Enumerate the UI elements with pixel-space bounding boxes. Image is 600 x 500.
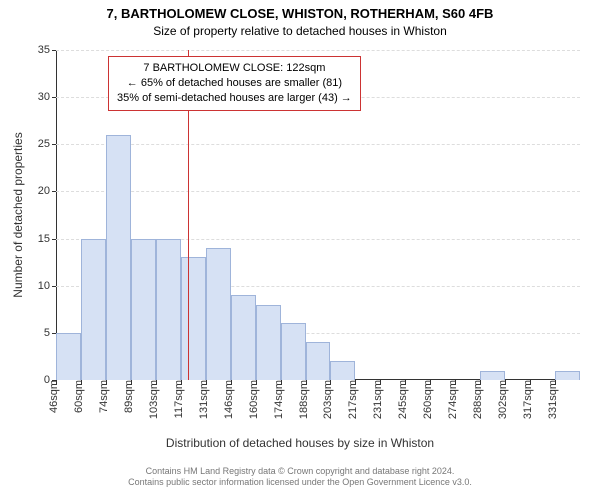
- histogram-bar: [106, 135, 131, 380]
- annotation-line: ← 65% of detached houses are smaller (81…: [117, 76, 352, 91]
- x-tick-label: 188sqm: [298, 380, 310, 419]
- chart-subtitle: Size of property relative to detached ho…: [0, 24, 600, 38]
- credit-line-1: Contains HM Land Registry data © Crown c…: [0, 466, 600, 477]
- x-tick-label: 60sqm: [73, 380, 85, 413]
- y-gridline: [56, 191, 580, 192]
- x-tick-label: 131sqm: [198, 380, 210, 419]
- annotation-box: 7 BARTHOLOMEW CLOSE: 122sqm← 65% of deta…: [108, 56, 361, 111]
- histogram-bar: [306, 342, 331, 380]
- y-axis-line: [56, 50, 57, 380]
- y-tick-label: 15: [38, 233, 56, 245]
- x-axis-label: Distribution of detached houses by size …: [0, 436, 600, 450]
- x-tick-label: 103sqm: [148, 380, 160, 419]
- x-tick-label: 160sqm: [248, 380, 260, 419]
- y-gridline: [56, 50, 580, 51]
- x-tick-label: 203sqm: [322, 380, 334, 419]
- y-tick-label: 10: [38, 280, 56, 292]
- x-tick-label: 288sqm: [472, 380, 484, 419]
- credit-line-2: Contains public sector information licen…: [0, 477, 600, 488]
- x-tick-label: 317sqm: [522, 380, 534, 419]
- histogram-bar: [156, 239, 181, 380]
- chart-container: 7, BARTHOLOMEW CLOSE, WHISTON, ROTHERHAM…: [0, 0, 600, 500]
- y-tick-label: 5: [44, 327, 56, 339]
- histogram-bar: [231, 295, 256, 380]
- x-tick-label: 89sqm: [123, 380, 135, 413]
- y-tick-label: 30: [38, 91, 56, 103]
- y-gridline: [56, 144, 580, 145]
- chart-title: 7, BARTHOLOMEW CLOSE, WHISTON, ROTHERHAM…: [0, 6, 600, 21]
- x-tick-label: 245sqm: [397, 380, 409, 419]
- x-tick-label: 117sqm: [173, 380, 185, 418]
- annotation-line: 7 BARTHOLOMEW CLOSE: 122sqm: [117, 61, 352, 76]
- x-tick-label: 274sqm: [447, 380, 459, 419]
- histogram-bar: [56, 333, 81, 380]
- x-tick-label: 146sqm: [223, 380, 235, 419]
- y-axis-label: Number of detached properties: [11, 132, 25, 297]
- credit-text: Contains HM Land Registry data © Crown c…: [0, 466, 600, 488]
- histogram-bar: [281, 323, 306, 380]
- plot-area: 0510152025303546sqm60sqm74sqm89sqm103sqm…: [56, 50, 580, 380]
- y-tick-label: 35: [38, 44, 56, 56]
- x-tick-label: 231sqm: [372, 380, 384, 419]
- histogram-bar: [256, 305, 281, 380]
- x-tick-label: 174sqm: [273, 380, 285, 419]
- x-tick-label: 302sqm: [497, 380, 509, 419]
- x-tick-label: 74sqm: [98, 380, 110, 413]
- x-tick-label: 217sqm: [347, 380, 359, 419]
- histogram-bar: [131, 239, 156, 380]
- annotation-line: 35% of semi-detached houses are larger (…: [117, 91, 352, 106]
- histogram-bar: [181, 257, 206, 380]
- x-tick-label: 46sqm: [48, 380, 60, 413]
- histogram-bar: [555, 371, 580, 380]
- y-tick-label: 25: [38, 138, 56, 150]
- histogram-bar: [330, 361, 355, 380]
- histogram-bar: [206, 248, 231, 380]
- y-tick-label: 20: [38, 185, 56, 197]
- x-tick-label: 260sqm: [422, 380, 434, 419]
- histogram-bar: [81, 239, 106, 380]
- histogram-bar: [480, 371, 505, 380]
- x-tick-label: 331sqm: [547, 380, 559, 419]
